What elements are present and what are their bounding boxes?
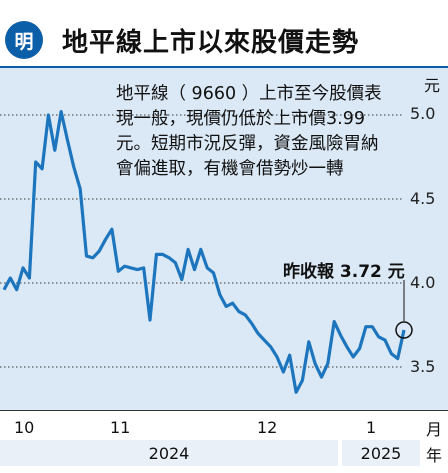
y-tick-label: 5.0 [410, 104, 436, 123]
annotation-text: 地平線（ 9660 ）上市至今股價表現一般，現價仍低於上市價3.99元。短期市況… [116, 84, 382, 179]
x-tick-label: 11 [110, 418, 131, 437]
year-label: 2024 [148, 443, 190, 463]
x-tick-label: 12 [257, 418, 278, 437]
year-band-2025: 2025 [342, 440, 420, 466]
chart-title: 地平線上市以來股價走勢 [62, 28, 360, 58]
price-series-line [2, 109, 406, 394]
y-axis-unit: 元 [424, 76, 441, 95]
x-axis-year-unit: 年 [426, 446, 443, 465]
x-tick-label: 1 [366, 418, 377, 437]
last-point-marker [395, 321, 413, 339]
brand-logo-icon: 明 [5, 21, 43, 59]
x-axis-month-unit: 月 [426, 420, 443, 439]
last-close-callout: 昨收報 3.72 元 [283, 262, 405, 282]
year-band-2024: 2024 [0, 440, 338, 466]
title-divider [0, 66, 448, 68]
y-tick-label: 4.0 [410, 273, 436, 292]
price-chart [0, 109, 413, 394]
header: 明 地平線上市以來股價走勢 [0, 0, 448, 66]
year-label: 2025 [360, 443, 402, 463]
y-tick-label: 3.5 [410, 357, 436, 376]
x-tick-label: 10 [14, 418, 35, 437]
y-tick-label: 4.5 [410, 189, 436, 208]
x-axis-line [0, 410, 448, 411]
plot-area [0, 68, 448, 410]
